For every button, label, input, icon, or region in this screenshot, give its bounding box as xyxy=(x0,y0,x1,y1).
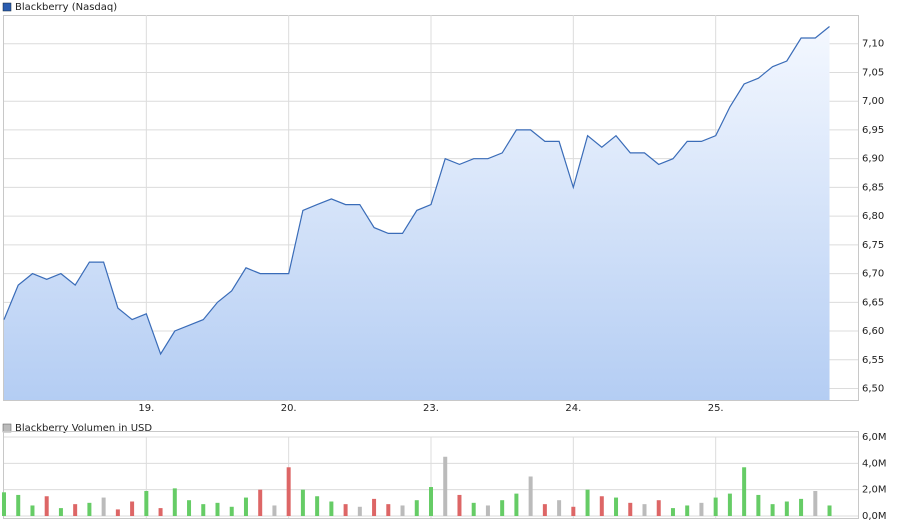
volume-bar xyxy=(30,505,35,516)
y-tick-label: 0,0M xyxy=(862,511,887,522)
volume-bar xyxy=(485,505,490,516)
volume-bar xyxy=(557,500,562,516)
volume-bar xyxy=(628,502,633,516)
y-tick-label: 7,05 xyxy=(862,67,884,78)
y-tick-label: 6,55 xyxy=(862,355,884,366)
x-tick-label: 20. xyxy=(281,403,297,414)
legend-swatch xyxy=(2,423,12,433)
volume-bar xyxy=(528,476,533,516)
volume-bar xyxy=(243,497,248,516)
volume-bar xyxy=(813,490,818,516)
volume-bar xyxy=(685,505,690,516)
y-tick-label: 6,65 xyxy=(862,297,884,308)
volume-bar xyxy=(215,502,220,516)
volume-bar xyxy=(727,493,732,516)
y-tick-label: 6,80 xyxy=(862,211,884,222)
y-tick-label: 2,0M xyxy=(862,485,887,496)
y-tick-label: 6,85 xyxy=(862,182,884,193)
y-tick-label: 6,0M xyxy=(862,432,887,443)
volume-bar xyxy=(742,467,747,516)
volume-bar xyxy=(229,506,234,516)
volume-bar xyxy=(670,508,675,516)
y-tick-label: 7,00 xyxy=(862,96,884,107)
volume-bar xyxy=(571,506,576,516)
volume-bar xyxy=(286,467,291,516)
volume-bar xyxy=(16,494,21,516)
y-tick-label: 6,95 xyxy=(862,125,884,136)
y-tick-label: 6,70 xyxy=(862,269,884,280)
y-tick-label: 6,75 xyxy=(862,240,884,251)
volume-bar xyxy=(827,505,832,516)
volume-bar xyxy=(58,508,63,516)
volume-bar xyxy=(343,504,348,516)
area-fill xyxy=(4,26,830,400)
volume-bar xyxy=(514,493,519,516)
volume-bar xyxy=(400,505,405,516)
volume-bar xyxy=(784,501,789,516)
volume-bar xyxy=(386,504,391,516)
volume-bar xyxy=(300,489,305,516)
volume-bar xyxy=(614,497,619,516)
volume-bar xyxy=(542,504,547,516)
y-tick-label: 6,60 xyxy=(862,326,884,337)
chart-title: Blackberry (Nasdaq) xyxy=(15,2,117,13)
volume-bar xyxy=(2,492,6,516)
volume-bar xyxy=(471,502,476,516)
volume-bar xyxy=(144,490,149,516)
volume-bar xyxy=(372,498,377,516)
volume-bar xyxy=(258,489,263,516)
volume-bar xyxy=(500,500,505,516)
y-tick-label: 6,50 xyxy=(862,384,884,395)
volume-bar xyxy=(429,487,433,516)
legend-swatch xyxy=(2,2,12,12)
x-tick-label: 23. xyxy=(423,403,439,414)
plot-frame xyxy=(3,431,859,519)
volume-bar xyxy=(44,496,49,516)
y-tick-label: 4,0M xyxy=(862,458,887,469)
volume-bar xyxy=(656,500,661,516)
y-tick-label: 7,10 xyxy=(862,39,884,50)
volume-bar xyxy=(329,501,334,516)
volume-bar xyxy=(172,488,177,516)
volume-bar xyxy=(357,506,362,516)
volume-bar xyxy=(130,501,135,516)
volume-bar xyxy=(101,497,106,516)
volume-bar xyxy=(115,509,120,516)
volume-bar xyxy=(770,504,775,516)
volume-bar xyxy=(756,494,761,516)
volume-bar xyxy=(187,500,192,516)
volume-bar xyxy=(315,496,320,516)
y-tick-label: 6,90 xyxy=(862,154,884,165)
volume-bar xyxy=(443,456,448,516)
volume-bar xyxy=(87,502,92,516)
price-line xyxy=(3,26,830,356)
volume-bar xyxy=(158,508,163,516)
volume-bar xyxy=(414,500,419,516)
volume-bar xyxy=(585,489,590,516)
volume-bar xyxy=(201,504,206,516)
volume-bar xyxy=(457,494,462,516)
x-tick-label: 19. xyxy=(138,403,154,414)
x-tick-label: 24. xyxy=(565,403,581,414)
volume-bar xyxy=(799,498,804,516)
volume-bar xyxy=(713,497,718,516)
volume-bar xyxy=(599,496,604,516)
volume-bar xyxy=(272,505,277,516)
chart-title: Blackberry Volumen in USD xyxy=(15,423,152,434)
x-tick-label: 25. xyxy=(708,403,724,414)
volume-bar xyxy=(73,504,78,516)
volume-bar xyxy=(699,502,704,516)
volume-bar xyxy=(642,504,647,516)
